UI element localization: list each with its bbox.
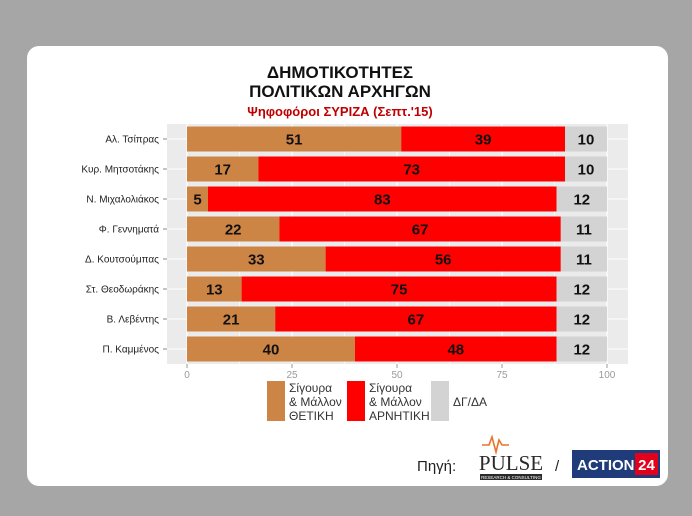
bar-segment [187,336,355,362]
bar-segment [187,276,242,302]
data-label: 22 [225,222,242,239]
bar-segment [187,156,259,182]
bar-segment [565,156,607,182]
data-label: 11 [576,222,592,239]
bar-segment [565,126,607,152]
bar-segment [241,276,557,302]
category-label: Κυρ. Μητσοτάκης [81,164,159,176]
bar-segment [556,276,607,302]
data-label: 40 [263,342,280,359]
legend-swatch [347,381,365,421]
category-label: Στ. Θεοδωράκης [86,284,159,296]
data-label: 12 [573,192,590,209]
chart-card: ΔΗΜΟΤΙΚΟΤΗΤΕΣ ΠΟΛΙΤΙΚΩΝ ΑΡΧΗΓΩΝ Ψηφοφόρο… [27,46,668,486]
bar-segment [556,306,607,332]
bar-segment [560,216,607,242]
data-label: 12 [573,282,590,299]
bar-segment [187,246,326,272]
action-logo-text: ACTION [577,457,635,474]
action24-logo: ACTION 24 [572,450,660,478]
legend-swatch [431,381,449,421]
legend-label: & Μάλλον [289,395,342,409]
legend-swatch [267,381,285,421]
data-label: 67 [412,222,429,239]
data-label: 10 [578,132,595,149]
data-label: 33 [248,252,265,269]
bar-segment [401,126,565,152]
x-tick-label: 100 [599,370,616,381]
data-label: 13 [206,282,223,299]
bar-segment [187,126,402,152]
pulse-logo-tagline: RESEARCH & CONSULTING [481,475,541,480]
bar-segment [187,306,276,332]
data-label: 73 [403,162,420,179]
category-label: Π. Καμμένος [103,344,160,356]
pulse-logo: PULSE RESEARCH & CONSULTING [479,434,543,480]
legend-label: Σίγουρα [369,381,412,395]
bar-segment [556,186,607,212]
bar-segment [325,246,561,272]
chart: ΔΗΜΟΤΙΚΟΤΗΤΕΣ ΠΟΛΙΤΙΚΩΝ ΑΡΧΗΓΩΝ Ψηφοφόρο… [60,58,660,480]
data-label: 11 [576,252,592,269]
chart-subtitle: Ψηφοφόροι ΣΥΡΙΖΑ (Σεπτ.'15) [247,104,432,119]
chart-title-line1: ΔΗΜΟΤΙΚΟΤΗΤΕΣ [267,63,413,82]
legend-label: & Μάλλον [369,395,422,409]
data-label: 12 [573,312,590,329]
bar-segment [560,246,607,272]
data-label: 17 [214,162,231,179]
legend-label: ΑΡΝΗΤΙΚΗ [369,409,430,423]
data-label: 51 [286,132,303,149]
bar-segment [279,216,561,242]
x-tick-label: 0 [184,370,190,381]
category-label: Αλ. Τσίπρας [105,134,159,146]
category-label: Δ. Κουτσούμπας [85,254,159,266]
bar-segment [556,336,607,362]
plot-area: Αλ. Τσίπρας 51 39 10 Κυρ. Μητσοτάκης 17 73 10 Ν.… [81,124,628,381]
bar-segment [187,216,280,242]
data-label: 21 [223,312,240,329]
bar-segment [355,336,557,362]
legend-label: ΘΕΤΙΚΗ [289,409,334,423]
category-label: Φ. Γεννηματά [99,224,159,236]
data-label: 56 [435,252,452,269]
data-label: 5 [193,192,201,209]
data-label: 75 [391,282,408,299]
category-label: Ν. Μιχαλολιάκος [86,194,159,206]
x-tick-label: 75 [496,370,508,381]
source-label: Πηγή: [417,458,456,475]
data-label: 48 [447,342,464,359]
bar-segment [275,306,557,332]
chart-title-line2: ΠΟΛΙΤΙΚΩΝ ΑΡΧΗΓΩΝ [249,82,431,101]
category-label: Β. Λεβέντης [107,314,160,326]
x-tick-label: 25 [286,370,298,381]
data-label: 83 [374,192,391,209]
x-tick-label: 50 [391,370,403,381]
bar-segment [187,186,208,212]
legend-label: Σίγουρα [289,381,332,395]
action-logo-number: 24 [638,457,655,474]
data-label: 39 [475,132,492,149]
bar-segment [208,186,557,212]
data-label: 12 [573,342,590,359]
legend-label: ΔΓ/ΔΑ [453,395,487,409]
data-label: 67 [408,312,425,329]
source-separator: / [555,458,560,475]
bar-segment [258,156,565,182]
pulse-logo-text: PULSE [479,451,543,475]
data-label: 10 [578,162,595,179]
